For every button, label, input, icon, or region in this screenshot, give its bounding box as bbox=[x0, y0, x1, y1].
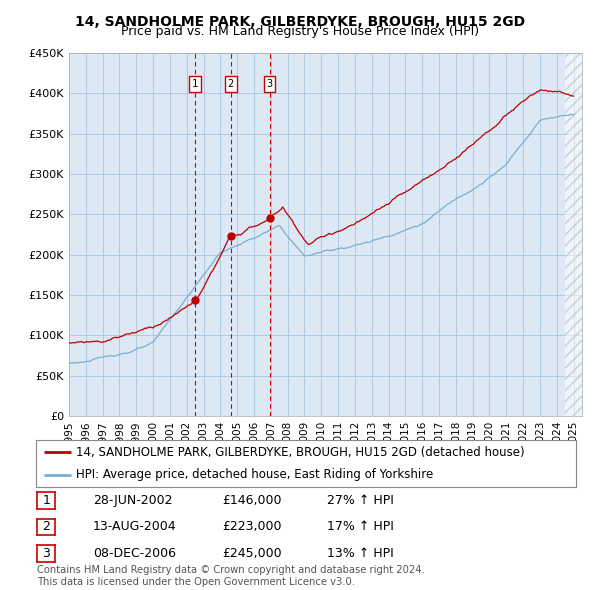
Text: 28-JUN-2002: 28-JUN-2002 bbox=[93, 494, 173, 507]
Text: 08-DEC-2006: 08-DEC-2006 bbox=[93, 547, 176, 560]
Text: 13% ↑ HPI: 13% ↑ HPI bbox=[327, 547, 394, 560]
Text: 1: 1 bbox=[192, 79, 198, 89]
Text: 1: 1 bbox=[42, 494, 50, 507]
Text: 14, SANDHOLME PARK, GILBERDYKE, BROUGH, HU15 2GD (detached house): 14, SANDHOLME PARK, GILBERDYKE, BROUGH, … bbox=[77, 446, 525, 459]
Text: 3: 3 bbox=[266, 79, 273, 89]
Text: Price paid vs. HM Land Registry's House Price Index (HPI): Price paid vs. HM Land Registry's House … bbox=[121, 25, 479, 38]
Text: 3: 3 bbox=[42, 547, 50, 560]
Text: £223,000: £223,000 bbox=[222, 520, 281, 533]
Text: Contains HM Land Registry data © Crown copyright and database right 2024.
This d: Contains HM Land Registry data © Crown c… bbox=[37, 565, 425, 587]
Text: 13-AUG-2004: 13-AUG-2004 bbox=[93, 520, 176, 533]
Text: 17% ↑ HPI: 17% ↑ HPI bbox=[327, 520, 394, 533]
Text: £245,000: £245,000 bbox=[222, 547, 281, 560]
Text: 27% ↑ HPI: 27% ↑ HPI bbox=[327, 494, 394, 507]
Text: 2: 2 bbox=[42, 520, 50, 533]
Text: 2: 2 bbox=[227, 79, 234, 89]
Text: 14, SANDHOLME PARK, GILBERDYKE, BROUGH, HU15 2GD: 14, SANDHOLME PARK, GILBERDYKE, BROUGH, … bbox=[75, 15, 525, 29]
Text: HPI: Average price, detached house, East Riding of Yorkshire: HPI: Average price, detached house, East… bbox=[77, 468, 434, 481]
Bar bbox=[565, 53, 582, 416]
Text: £146,000: £146,000 bbox=[222, 494, 281, 507]
